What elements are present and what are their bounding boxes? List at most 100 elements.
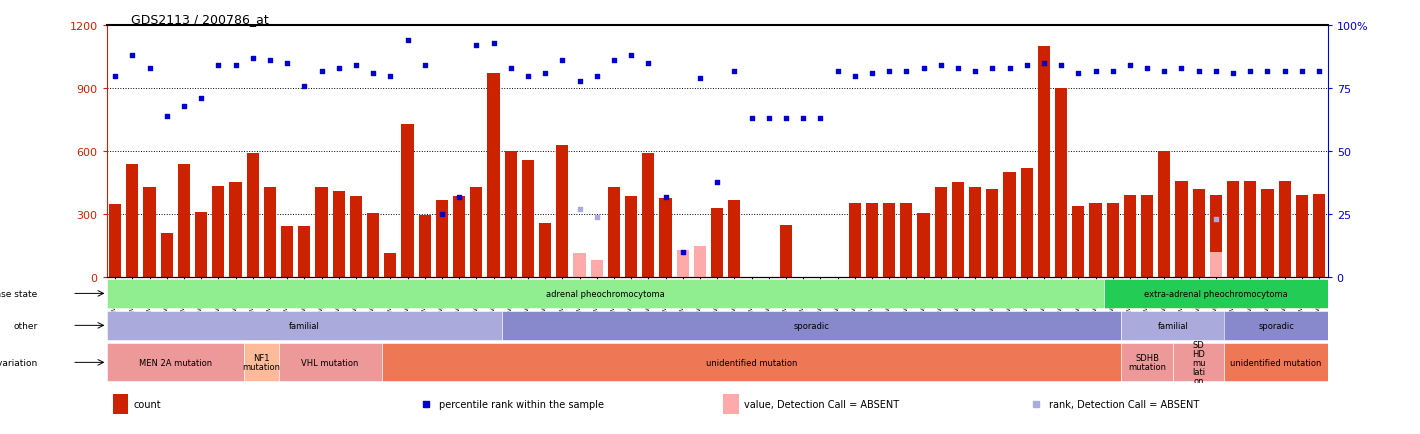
Bar <box>487 74 500 278</box>
Bar <box>1142 196 1153 278</box>
Text: unidentified mutation: unidentified mutation <box>1230 358 1322 367</box>
Point <box>895 68 917 75</box>
Bar <box>1038 47 1049 278</box>
Point <box>672 249 694 256</box>
Bar <box>625 197 638 278</box>
Bar <box>711 209 723 278</box>
Point <box>585 214 608 221</box>
Text: GDS2113 / 200786_at: GDS2113 / 200786_at <box>131 13 268 26</box>
Point <box>568 206 591 213</box>
Point <box>190 95 213 102</box>
Bar <box>1210 253 1223 278</box>
Bar <box>126 164 138 278</box>
Point <box>774 116 797 123</box>
Point <box>173 103 196 110</box>
Bar <box>987 190 998 278</box>
Text: unidentified mutation: unidentified mutation <box>706 358 797 367</box>
Bar <box>1123 196 1136 278</box>
Bar <box>1261 190 1274 278</box>
Bar <box>917 214 930 278</box>
Point <box>826 68 849 75</box>
Point <box>740 116 763 123</box>
Bar <box>143 187 156 278</box>
Bar <box>503 311 1122 340</box>
Bar <box>281 227 293 278</box>
Point <box>998 66 1021 72</box>
Point <box>964 68 987 75</box>
Point <box>619 53 642 60</box>
Bar <box>1244 181 1257 278</box>
Point <box>379 73 402 80</box>
Text: VHL mutation: VHL mutation <box>301 358 359 367</box>
Bar <box>723 394 738 414</box>
Point <box>757 116 780 123</box>
Point <box>585 73 608 80</box>
Point <box>929 63 951 70</box>
Bar <box>780 225 792 278</box>
Bar <box>402 125 413 278</box>
Point <box>1170 66 1193 72</box>
Bar <box>1227 181 1240 278</box>
Bar <box>1314 195 1325 278</box>
Bar <box>1159 152 1170 278</box>
Bar <box>244 344 278 381</box>
Point <box>843 73 866 80</box>
Point <box>430 211 453 218</box>
Bar <box>849 203 861 278</box>
Point <box>1257 68 1279 75</box>
Point <box>258 58 281 65</box>
Point <box>362 70 385 77</box>
Text: other: other <box>13 321 38 330</box>
Bar <box>195 213 207 278</box>
Text: SDHB
mutation: SDHB mutation <box>1127 354 1166 372</box>
Point <box>568 78 591 85</box>
Point <box>155 113 178 120</box>
Text: disease state: disease state <box>0 289 38 298</box>
Text: NF1
mutation: NF1 mutation <box>243 354 280 372</box>
Bar <box>504 152 517 278</box>
Point <box>602 58 625 65</box>
Point <box>1204 68 1227 75</box>
Point <box>121 53 143 60</box>
Bar <box>298 227 311 278</box>
Bar <box>608 187 621 278</box>
Point <box>1238 68 1261 75</box>
Bar <box>160 234 173 278</box>
Point <box>1102 68 1125 75</box>
Point <box>1083 68 1106 75</box>
Text: rank, Detection Call = ABSENT: rank, Detection Call = ABSENT <box>1049 399 1200 409</box>
Bar <box>1105 279 1328 308</box>
Bar <box>1193 190 1204 278</box>
Point <box>878 68 900 75</box>
Bar <box>1106 203 1119 278</box>
Point <box>706 179 728 186</box>
Bar <box>659 198 672 278</box>
Text: percentile rank within the sample: percentile rank within the sample <box>439 399 604 409</box>
Point <box>655 194 677 201</box>
Text: familial: familial <box>288 321 320 330</box>
Bar <box>1173 344 1224 381</box>
Bar <box>109 204 121 278</box>
Point <box>310 68 332 75</box>
Bar <box>866 203 878 278</box>
Point <box>413 63 436 70</box>
Point <box>1066 70 1089 77</box>
Bar <box>728 200 740 278</box>
Bar <box>883 203 895 278</box>
Point <box>1032 60 1055 67</box>
Point <box>1136 66 1159 72</box>
Bar <box>540 223 551 278</box>
Bar <box>1021 169 1032 278</box>
Point <box>483 40 506 47</box>
Bar <box>349 197 362 278</box>
Text: familial: familial <box>1157 321 1189 330</box>
Bar <box>1072 207 1085 278</box>
Bar <box>106 279 1105 308</box>
Point <box>241 55 264 62</box>
Text: SD
HD
mu
lati
on: SD HD mu lati on <box>1191 340 1206 385</box>
Point <box>534 70 557 77</box>
Text: genotype/variation: genotype/variation <box>0 358 38 367</box>
Point <box>551 58 574 65</box>
Text: extra-adrenal pheochromocytoma: extra-adrenal pheochromocytoma <box>1145 289 1288 298</box>
Bar <box>1278 181 1291 278</box>
